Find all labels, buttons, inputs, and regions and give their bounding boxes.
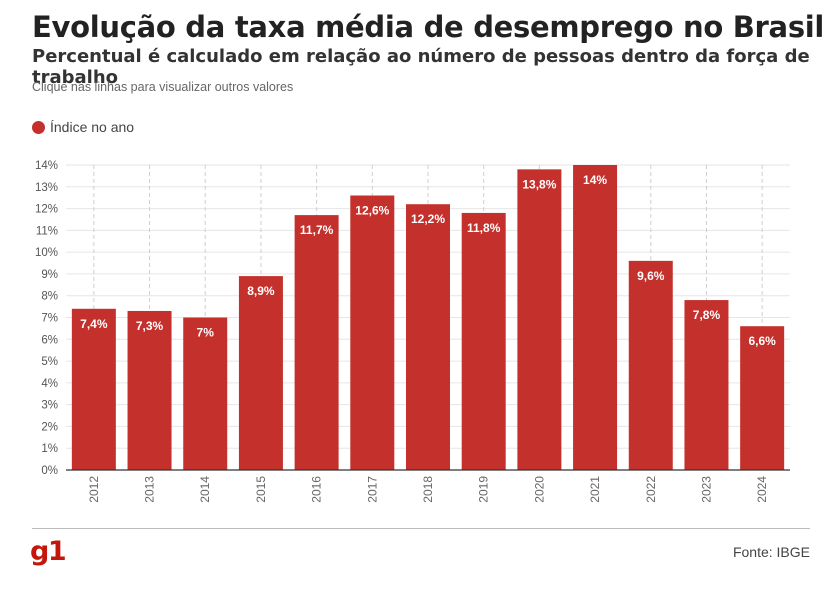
bar-2014[interactable] xyxy=(183,317,228,471)
bar-value-label: 13,8% xyxy=(522,177,556,191)
bar-value-label: 12,6% xyxy=(355,204,389,218)
bar-2020[interactable] xyxy=(517,169,562,470)
legend[interactable]: Índice no ano xyxy=(32,119,134,135)
bar-value-label: 11,8% xyxy=(467,221,501,235)
y-tick-label: 9% xyxy=(41,269,58,281)
y-tick-label: 4% xyxy=(41,378,58,390)
bar-2024[interactable] xyxy=(740,326,785,470)
x-tick-label: 2016 xyxy=(310,476,324,503)
bar-2013[interactable] xyxy=(127,310,172,470)
x-tick-label: 2019 xyxy=(477,476,491,503)
y-tick-label: 6% xyxy=(41,334,58,346)
y-tick-label: 2% xyxy=(41,421,58,433)
y-tick-label: 5% xyxy=(41,356,58,368)
bar-value-label: 8,9% xyxy=(247,284,275,298)
x-tick-label: 2017 xyxy=(365,476,379,503)
bar-2021[interactable] xyxy=(573,165,618,470)
x-tick-label: 2024 xyxy=(755,476,769,503)
bar-value-label: 6,6% xyxy=(748,334,776,348)
bar-value-label: 14% xyxy=(583,173,607,187)
y-tick-label: 10% xyxy=(35,247,58,259)
x-tick-label: 2014 xyxy=(198,476,212,503)
bar-2019[interactable] xyxy=(461,212,506,470)
x-tick-label: 2013 xyxy=(143,476,157,503)
y-tick-label: 0% xyxy=(41,465,58,477)
x-tick-label: 2018 xyxy=(421,476,435,503)
x-tick-label: 2020 xyxy=(532,476,546,503)
bar-2023[interactable] xyxy=(684,300,729,470)
x-tick-label: 2022 xyxy=(644,476,658,503)
bar-2016[interactable] xyxy=(294,215,339,470)
chart-subtitle: Percentual é calculado em relação ao núm… xyxy=(32,46,810,88)
y-tick-label: 14% xyxy=(35,160,58,172)
bar-2022[interactable] xyxy=(628,260,673,470)
bar-value-label: 7% xyxy=(197,326,215,340)
y-tick-label: 12% xyxy=(35,204,58,216)
bar-2012[interactable] xyxy=(71,308,116,470)
y-tick-label: 7% xyxy=(41,313,58,325)
y-tick-label: 13% xyxy=(35,182,58,194)
x-axis: 2012 2013 2014 2015 2016 2017 2018 2019 2020 2021… xyxy=(66,469,790,503)
interaction-hint: Clique nas linhas para visualizar outros… xyxy=(32,80,294,94)
chart-title: Evolução da taxa média de desemprego no … xyxy=(32,10,825,44)
bar-2015[interactable] xyxy=(238,276,283,470)
y-tick-label: 3% xyxy=(41,400,58,412)
bar-value-label: 12,2% xyxy=(411,212,445,226)
bar-value-label: 7,3% xyxy=(136,319,164,333)
bar-value-label: 9,6% xyxy=(637,269,665,283)
g1-logo: g1 xyxy=(30,536,67,567)
bar-2018[interactable] xyxy=(406,204,450,470)
legend-dot-icon xyxy=(32,120,45,134)
bar-value-label: 7,8% xyxy=(693,308,721,322)
x-tick-label: 2023 xyxy=(699,476,713,503)
bar-2017[interactable] xyxy=(350,195,395,471)
footer-divider xyxy=(32,528,810,529)
x-tick-label: 2021 xyxy=(588,476,602,503)
bar-value-label: 7,4% xyxy=(80,317,108,331)
y-tick-label: 11% xyxy=(36,225,58,237)
source-note: Fonte: IBGE xyxy=(732,544,810,560)
y-tick-label: 1% xyxy=(41,443,58,455)
x-tick-label: 2012 xyxy=(87,476,101,503)
bar-chart: 0% 1% 2% 3% 4% 5% 6% 7% 8% 9% 10% 11% 12% 13% 14% 7,4%… xyxy=(35,160,790,503)
y-axis: 0% 1% 2% 3% 4% 5% 6% 7% 8% 9% 10% 11% 12% 13% 14% xyxy=(35,160,58,477)
y-tick-label: 8% xyxy=(41,291,58,303)
legend-label: Índice no ano xyxy=(50,119,135,135)
x-tick-label: 2015 xyxy=(254,476,268,503)
bar-value-label: 11,7% xyxy=(300,223,334,237)
bars: 7,4% 7,3% 7% 8,9% 11,7% 12,6% 12,2% 11,8% 13,8% 1… xyxy=(71,165,785,471)
